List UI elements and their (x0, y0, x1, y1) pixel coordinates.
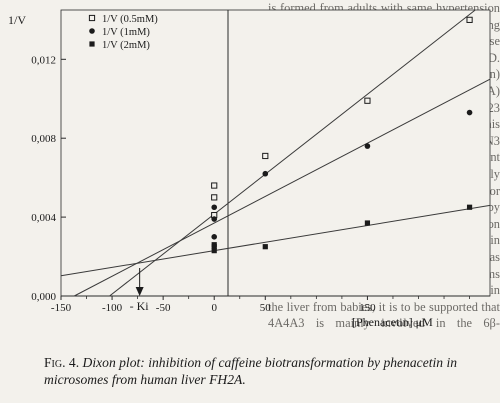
legend-marker (89, 41, 95, 47)
figure-caption: Fig. 4. Dixon plot: inhibition of caffei… (44, 354, 484, 388)
data-points (211, 16, 473, 254)
data-point (211, 204, 218, 211)
data-point (211, 216, 218, 222)
y-tick-label: 0,012 (31, 54, 56, 66)
legend-label: 1/V (2mM) (102, 40, 150, 51)
data-point (466, 204, 473, 210)
ki-arrow-head (135, 287, 144, 296)
y-tick-label: 0,004 (31, 212, 56, 224)
fit-line (74, 78, 491, 297)
x-tick-label: 150 (359, 302, 376, 314)
data-point (262, 170, 269, 177)
plot-area (60, 9, 491, 297)
data-point (211, 194, 218, 201)
y-tick-label: 0,000 (31, 291, 56, 303)
legend-marker (88, 14, 96, 22)
x-tick-label: 0 (211, 302, 217, 314)
legend-label: 1/V (0.5mM) (102, 14, 158, 25)
ki-label: - Ki (130, 299, 150, 313)
caption-text: Dixon plot: inhibition of caffeine biotr… (44, 355, 458, 387)
dixon-plot: 0,000 0,004 0,008 0,012 -150 -100 -50 0 50 150 1… (8, 9, 491, 329)
ki-marker: - Ki (130, 268, 150, 313)
x-tick-label: 50 (260, 302, 272, 314)
x-tick-label: -100 (102, 302, 123, 314)
data-point (466, 109, 473, 116)
data-point (211, 234, 218, 240)
x-tick-label: -50 (156, 302, 171, 314)
y-axis-ticks: 0,000 0,004 0,008 0,012 (31, 54, 66, 303)
x-axis-label: [Phenacetin] μM (352, 315, 433, 329)
data-point (364, 143, 371, 149)
data-point (262, 244, 268, 250)
fit-line (109, 9, 476, 297)
legend-marker (89, 28, 95, 34)
y-tick-label: 0,008 (31, 133, 56, 145)
caption-figure-label: Fig. 4. (44, 355, 80, 370)
legend-label: 1/V (1mM) (102, 27, 150, 38)
x-tick-label: -150 (51, 302, 72, 314)
fit-lines (60, 9, 491, 297)
data-point (364, 97, 371, 104)
data-point (466, 16, 473, 23)
data-point (211, 248, 217, 254)
data-point (364, 220, 371, 226)
fit-line (60, 204, 491, 277)
data-point (211, 182, 218, 189)
y-axis-label: 1/V (8, 13, 26, 27)
data-point (211, 242, 217, 248)
data-point (262, 152, 269, 160)
legend: 1/V (0.5mM) 1/V (1mM) 1/V (2mM) (88, 14, 158, 51)
x-axis-ticks: -150 -100 -50 0 50 150 (51, 296, 470, 314)
